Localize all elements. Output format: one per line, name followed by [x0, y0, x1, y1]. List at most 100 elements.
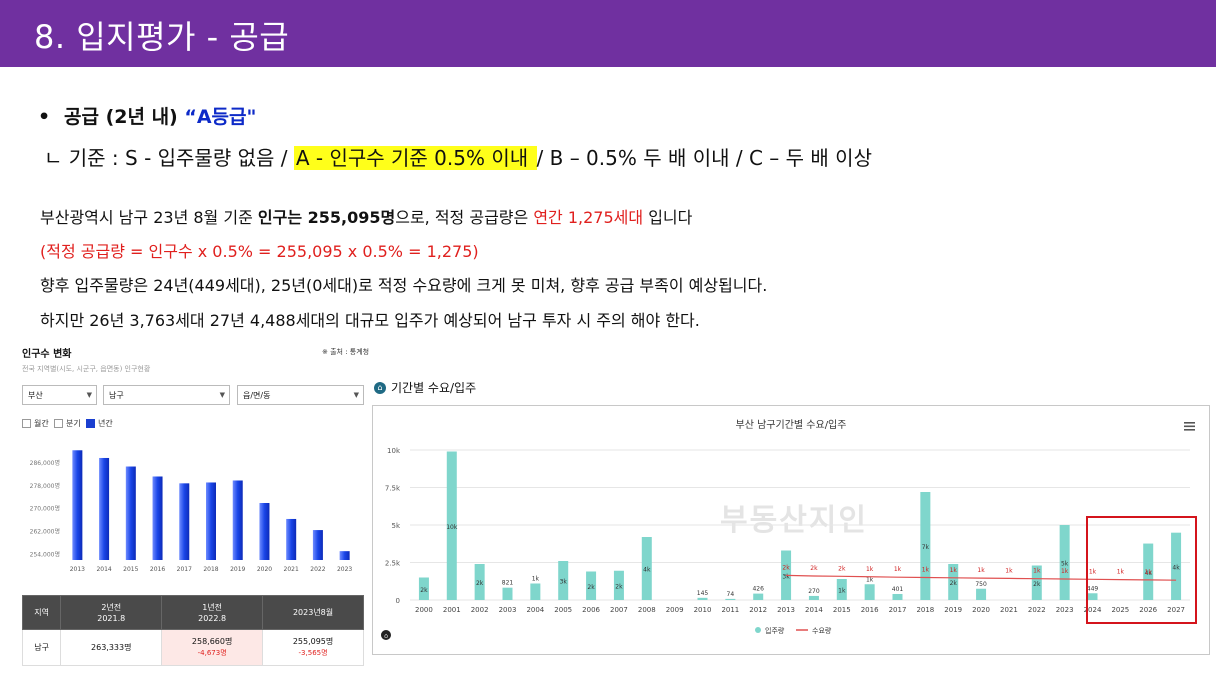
supply-bar: [502, 587, 513, 600]
supply-bar-label: 2k: [615, 583, 623, 590]
checkbox-monthly[interactable]: 월간: [22, 418, 49, 429]
chart-legend: 입주량 수요량: [755, 627, 832, 635]
supply-bar: [558, 561, 569, 600]
checkbox-quarterly[interactable]: 분기: [54, 418, 81, 429]
y-tick-label: 0: [396, 597, 400, 605]
x-tick-label: 2012: [749, 606, 767, 614]
supply-bar: [808, 595, 819, 600]
checkbox-monthly-label: 월간: [34, 419, 49, 428]
table-row: 남구 263,333명 258,660명 -4,673명 255,095명 -3,5…: [21, 629, 364, 666]
supply-bar: [418, 577, 429, 600]
x-tick-label: 2024: [1084, 606, 1102, 614]
supply-bar: [864, 584, 875, 600]
supply-grade: “A등급": [184, 106, 257, 128]
demand-label: 1k: [1061, 568, 1069, 575]
title-bar: 8. 입지평가 - 공급: [0, 0, 1216, 67]
supply-bar-label: 1k: [866, 576, 874, 583]
demand-label: 1k: [977, 567, 985, 574]
checkbox-yearly-label: 년간: [98, 419, 113, 428]
criteria-suffix: / B – 0.5% 두 배 이내 / C – 두 배 이상: [536, 146, 872, 170]
x-tick-label: 2002: [471, 606, 489, 614]
supply-bar: [697, 597, 708, 600]
checkbox-yearly[interactable]: 년간: [86, 418, 113, 429]
chart-title: 부산 남구기간별 수요/입주: [736, 418, 847, 431]
supply-demand-chart-frame: [372, 405, 1210, 655]
supply-bar: [892, 593, 903, 600]
population-table: 지역 2년전 2021.8 1년전 2022.8 2023년8월 남구 263,33…: [21, 595, 364, 666]
x-tick-label: 2023: [1056, 606, 1074, 614]
x-tick-label: 2023: [337, 566, 352, 573]
population-bar: [125, 466, 136, 560]
checkbox-quarterly-box[interactable]: [54, 419, 63, 428]
x-tick-label: 2016: [861, 606, 879, 614]
checkbox-yearly-box[interactable]: [86, 419, 95, 428]
legend-label-demand: 수요량: [812, 627, 832, 635]
select-city[interactable]: 부산 ▼: [22, 385, 97, 405]
population-bar: [232, 480, 243, 560]
x-tick-label: 2007: [610, 606, 628, 614]
supply-label: 공급 (2년 내): [64, 106, 185, 128]
y-tick-label: 270,000명: [30, 505, 60, 513]
x-tick-label: 2021: [284, 566, 299, 573]
supply-bar-label: 4k: [1145, 570, 1153, 577]
x-tick-label: 2017: [177, 566, 192, 573]
demand-label: 1k: [1117, 569, 1125, 576]
population-source: ※ 출처 : 통계청: [322, 348, 370, 356]
y-tick-label: 262,000명: [30, 528, 60, 536]
supply-bar-label: 750: [975, 581, 987, 588]
x-tick-label: 2016: [150, 566, 165, 573]
demand-label: 1k: [1145, 569, 1153, 576]
y-tick-label: 10k: [387, 447, 401, 455]
supply-bar-label: 2k: [587, 584, 595, 591]
supply-bar: [1031, 565, 1042, 600]
population-bar: [259, 503, 270, 560]
supply-bar-label: 4k: [643, 567, 651, 574]
x-tick-label: 2003: [499, 606, 517, 614]
population-bar: [152, 476, 163, 560]
paragraph-1: 부산광역시 남구 23년 8월 기준 인구는 255,095명으로, 적정 공급…: [40, 204, 692, 228]
cell-2021: 263,333명: [60, 629, 163, 666]
page-title: 8. 입지평가 - 공급: [34, 18, 290, 56]
supply-bar: [586, 571, 597, 600]
supply-bar-label: 7k: [922, 544, 930, 551]
x-tick-label: 2005: [554, 606, 572, 614]
population-bar: [312, 530, 323, 560]
cell-region: 남구: [21, 629, 62, 666]
population-bar: [179, 483, 190, 560]
paragraph-3: 향후 입주물량은 24년(449세대), 25년(0세대)로 적정 수요량에 크…: [40, 276, 768, 295]
home-icon: ⌂: [374, 381, 386, 394]
demand-label: 1k: [894, 566, 902, 573]
y-tick-label: 278,000명: [30, 482, 60, 490]
x-tick-label: 2020: [972, 606, 990, 614]
x-tick-label: 2019: [230, 566, 245, 573]
legend-label-supply: 입주량: [765, 627, 785, 635]
supply-bar-label: 401: [892, 586, 904, 593]
x-tick-label: 2015: [833, 606, 851, 614]
y-tick-label: 254,000명: [30, 550, 60, 558]
demand-label: 2k: [782, 564, 790, 571]
p1-a: 부산광역시 남구 23년 8월 기준: [40, 208, 258, 227]
supply-bar: [1087, 593, 1098, 600]
select-district[interactable]: 남구 ▼: [103, 385, 230, 405]
menu-icon[interactable]: [1184, 422, 1195, 431]
x-tick-label: 2018: [916, 606, 934, 614]
x-tick-label: 2018: [203, 566, 218, 573]
bullet-dot: •: [38, 106, 51, 128]
supply-demand-header-label: 기간별 수요/입주: [391, 381, 477, 395]
supply-bar-label: 821: [502, 580, 514, 587]
x-tick-label: 2022: [1028, 606, 1046, 614]
supply-bar-label: 145: [697, 590, 709, 597]
supply-demand-header: ⌂ 기간별 수요/입주: [374, 379, 476, 396]
criteria-highlight: A - 인구수 기준 0.5% 이내: [293, 146, 537, 170]
supply-bar-label: 74: [727, 591, 735, 598]
x-tick-label: 2009: [666, 606, 684, 614]
x-tick-label: 2019: [944, 606, 962, 614]
select-town[interactable]: 읍/면/동 ▼: [237, 385, 364, 405]
y-tick-label: 2.5k: [385, 560, 401, 568]
x-tick-label: 2022: [310, 566, 325, 573]
supply-bar: [613, 570, 624, 600]
checkbox-monthly-box[interactable]: [22, 419, 31, 428]
x-tick-label: 2020: [257, 566, 272, 573]
paragraph-4: 하지만 26년 3,763세대 27년 4,488세대의 대규모 입주가 예상되…: [40, 311, 700, 330]
population-subtitle: 전국 지역별(시도, 시군구, 읍면동) 인구현황: [22, 365, 151, 373]
